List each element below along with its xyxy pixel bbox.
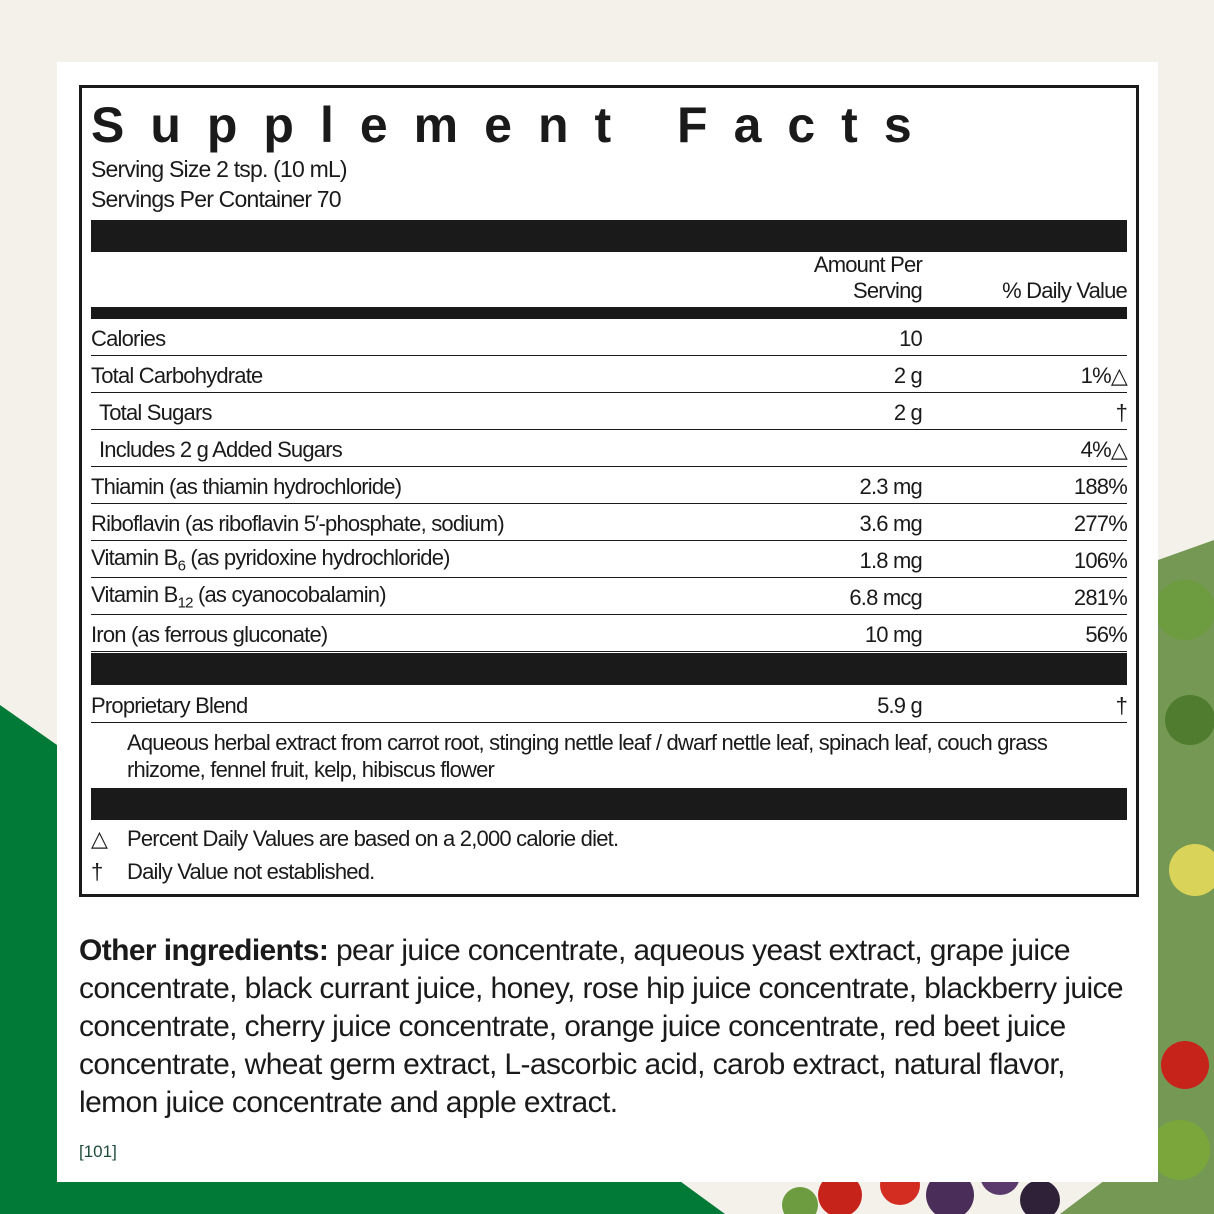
header-row: Amount Per Serving % Daily Value (91, 252, 1128, 307)
nutrient-amount: 10 (899, 326, 923, 351)
footnote-symbol: △ (91, 826, 108, 851)
footnote: △ Percent Daily Values are based on a 2,0… (91, 822, 1127, 855)
footnote: † Daily Value not established. (91, 855, 1127, 888)
nutrient-name: Iron (as ferrous gluconate) (91, 622, 328, 647)
nutrient-amount: 2 g (893, 363, 923, 388)
nutrient-amount: 3.6 mg (859, 511, 923, 536)
nutrient-name: Vitamin B12 (as cyanocobalamin) (91, 581, 387, 611)
nutrient-name: Calories (91, 326, 166, 351)
nutrient-dv: 4%△ (1080, 437, 1128, 462)
nutrient-row: Vitamin B12 (as cyanocobalamin) 6.8 mcg 28… (91, 578, 1128, 615)
divider-bar (91, 307, 1127, 319)
nutrient-name: Total Carbohydrate (91, 363, 263, 388)
nutrient-dv: 281% (1073, 585, 1128, 610)
nutrient-row: Total Carbohydrate 2 g 1%△ (91, 356, 1128, 393)
blend-amount: 5.9 g (877, 693, 923, 718)
nutrient-name: Thiamin (as thiamin hydrochloride) (91, 474, 402, 499)
nutrient-amount: 6.8 mcg (849, 585, 922, 610)
serving-size: Serving Size 2 tsp. (10 mL) (91, 156, 348, 182)
divider-bar (91, 653, 1127, 685)
other-text: pear juice concentrate, aqueous yeast ex… (79, 934, 1124, 1119)
footnote-text: Percent Daily Values are based on a 2,00… (127, 826, 619, 851)
nutrient-name: Total Sugars (99, 400, 213, 425)
nutrient-dv: 56% (1085, 622, 1127, 647)
nutrient-dv: 106% (1073, 548, 1128, 573)
nutrient-dv: 188% (1073, 474, 1128, 499)
nutrient-row: Thiamin (as thiamin hydrochloride) 2.3 mg… (91, 467, 1128, 504)
nutrient-amount: 2 g (893, 400, 923, 425)
footnote-symbol: † (91, 859, 103, 884)
other-ingredients: Other ingredients: pear juice concentrat… (79, 932, 1139, 1122)
nutrient-row: Iron (as ferrous gluconate) 10 mg 56% (91, 615, 1128, 652)
nutrient-row: Riboflavin (as riboflavin 5′-phosphate, … (91, 504, 1128, 541)
label-code: [101] (79, 1142, 117, 1161)
supplement-facts-panel: Supplement Facts Serving Size 2 tsp. (10… (79, 85, 1139, 897)
blend-name: Proprietary Blend (91, 693, 248, 718)
other-label: Other ingredients: (79, 934, 329, 967)
nutrient-row: Total Sugars 2 g † (91, 393, 1128, 430)
nutrient-row: Vitamin B6 (as pyridoxine hydrochloride)… (91, 541, 1128, 578)
blend-row: Proprietary Blend 5.9 g † (91, 685, 1128, 723)
dv-header: % Daily Value (1002, 278, 1128, 303)
servings-per-container: Servings Per Container 70 (91, 186, 342, 212)
nutrient-dv: † (1115, 400, 1128, 425)
blend-ingredients: Aqueous herbal extract from carrot root,… (127, 730, 1048, 782)
nutrient-dv: 277% (1073, 511, 1128, 536)
nutrient-amount: 10 mg (864, 622, 923, 647)
nutrient-name: Includes 2 g Added Sugars (99, 437, 343, 462)
nutrient-amount: 1.8 mg (859, 548, 923, 573)
facts-title: Supplement Facts (91, 97, 938, 153)
nutrient-amount: 2.3 mg (859, 474, 923, 499)
label-card: Supplement Facts Serving Size 2 tsp. (10… (57, 62, 1158, 1182)
nutrient-name: Riboflavin (as riboflavin 5′-phosphate, … (91, 511, 505, 536)
divider-bar (91, 788, 1127, 820)
nutrient-row: Calories 10 (91, 319, 1127, 356)
blend-dv: † (1115, 693, 1128, 718)
divider-bar (91, 220, 1127, 252)
nutrient-dv: 1%△ (1080, 363, 1128, 388)
nutrient-name: Vitamin B6 (as pyridoxine hydrochloride) (91, 544, 451, 574)
nutrient-row: Includes 2 g Added Sugars 4%△ (91, 430, 1128, 467)
footnote-text: Daily Value not established. (127, 859, 375, 884)
amount-header: Amount Per Serving (813, 252, 923, 303)
